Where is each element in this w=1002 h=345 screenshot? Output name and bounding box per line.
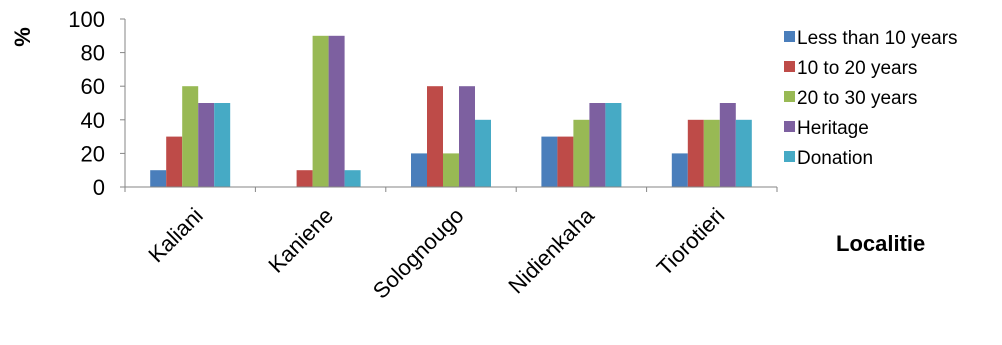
bar [166, 136, 183, 187]
legend-label: Donation [797, 148, 873, 169]
bar [573, 119, 590, 187]
bar [214, 103, 231, 187]
legend-swatch [784, 61, 795, 72]
bar [312, 35, 329, 187]
bar [687, 119, 704, 187]
legend-swatch [784, 91, 795, 102]
bar [589, 103, 606, 187]
bar [198, 103, 215, 187]
bar [557, 136, 574, 187]
bar [427, 86, 443, 187]
y-axis-title: % [10, 27, 35, 47]
legend-swatch [784, 31, 795, 42]
legend-label: Less than 10 years [797, 28, 958, 49]
y-tick-label: 80 [81, 41, 105, 66]
x-axis-title: Localitie [836, 231, 925, 256]
x-category-label: Kaliani [143, 203, 207, 267]
bar [605, 103, 622, 187]
bar [443, 153, 459, 187]
legend-swatch [784, 151, 795, 162]
bar [671, 153, 688, 187]
bar [344, 170, 361, 187]
x-category-labels: Kaliani Kaniene Solognougo Nidienkaha Tiorot… [143, 202, 729, 303]
bar [459, 86, 475, 187]
bars-group [150, 35, 752, 187]
legend-label: 10 to 20 years [797, 58, 917, 79]
x-category-label: Tiorotieri [652, 203, 730, 281]
y-tick-label: 0 [93, 175, 105, 200]
y-tick-label: 100 [68, 7, 105, 32]
bar [150, 170, 167, 187]
y-ticks-group: 0 20 40 60 80 100 [68, 7, 778, 200]
x-category-label: Kaniene [263, 203, 338, 278]
x-category-label: Nidienkaha [503, 202, 599, 298]
bar [182, 86, 199, 187]
bar [411, 153, 427, 187]
bar [475, 119, 491, 187]
bar [735, 119, 752, 187]
legend-label: 20 to 30 years [797, 88, 917, 109]
y-tick-label: 60 [81, 74, 105, 99]
bar [296, 170, 313, 187]
y-tick-label: 20 [81, 141, 105, 166]
bar [541, 136, 558, 187]
bar [719, 103, 736, 187]
legend-label: Heritage [797, 118, 869, 139]
y-tick-label: 40 [81, 108, 105, 133]
bar [328, 35, 345, 187]
bar [703, 119, 720, 187]
legend: Less than 10 years 10 to 20 years 20 to 30… [784, 28, 958, 169]
legend-swatch [784, 121, 795, 132]
x-category-label: Solognougo [368, 203, 469, 304]
